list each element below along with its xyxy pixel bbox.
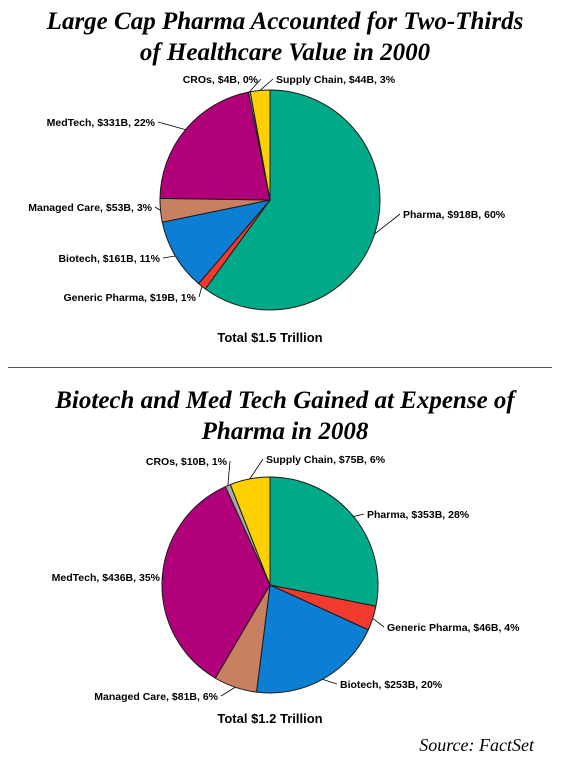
chart-2-leader-managed-care xyxy=(220,686,236,697)
chart-1-label-generic-pharma: Generic Pharma, $19B, 1% xyxy=(64,292,197,304)
chart-2-total-label: Total $1.2 Trillion xyxy=(217,711,322,726)
chart-2-label-managed-care: Managed Care, $81B, 6% xyxy=(94,691,218,703)
chart-1-label-supply-chain: Supply Chain, $44B, 3% xyxy=(276,74,396,86)
chart-1-leader-medtech xyxy=(157,121,186,131)
chart-1-title: Large Cap Pharma Accounted for Two-Third… xyxy=(0,6,570,68)
chart-2-label-supply-chain: Supply Chain, $75B, 6% xyxy=(266,454,386,466)
chart-2-title-line-1: Biotech and Med Tech Gained at Expense o… xyxy=(55,387,515,414)
chart-1-title-line-1: Large Cap Pharma Accounted for Two-Third… xyxy=(46,8,524,35)
chart-1-label-cros: CROs, $4B, 0% xyxy=(183,74,259,86)
chart-2-leader-supply-chain xyxy=(249,458,264,480)
chart-2-label-pharma: Pharma, $353B, 28% xyxy=(367,509,470,521)
chart-1-leader-cros xyxy=(249,78,262,93)
chart-2-title: Biotech and Med Tech Gained at Expense o… xyxy=(0,385,570,447)
chart-2-title-line-2: Pharma in 2008 xyxy=(201,418,369,445)
chart-1-leader-generic-pharma xyxy=(198,286,203,298)
chart-1-label-managed-care: Managed Care, $53B, 3% xyxy=(28,202,152,214)
chart-1-label-medtech: MedTech, $331B, 22% xyxy=(47,117,156,129)
chart-1-leader-managed-care xyxy=(154,206,161,211)
chart-1-leader-supply-chain xyxy=(259,78,274,91)
section-divider xyxy=(8,367,552,368)
chart-2-slice-pharma xyxy=(269,476,379,607)
chart-1-slice-supply-chain xyxy=(249,89,271,201)
chart-2-leader-medtech xyxy=(161,576,164,580)
chart-2-slice-supply-chain xyxy=(229,476,271,586)
chart-2-label-generic-pharma: Generic Pharma, $46B, 4% xyxy=(387,622,520,634)
chart-1-slice-biotech xyxy=(161,199,271,285)
chart-2-leader-generic-pharma xyxy=(372,617,385,628)
chart-1-label-pharma: Pharma, $918B, 60% xyxy=(403,209,506,221)
chart-1-leader-pharma xyxy=(374,213,401,235)
chart-2-leader-cros xyxy=(227,460,231,486)
chart-1-leader-biotech xyxy=(162,255,176,259)
chart-1-label-biotech: Biotech, $161B, 11% xyxy=(58,253,160,265)
chart-2-label-biotech: Biotech, $253B, 20% xyxy=(340,679,443,691)
chart-1-total-label: Total $1.5 Trillion xyxy=(217,330,322,345)
chart-2-label-medtech: MedTech, $436B, 35% xyxy=(52,572,161,584)
chart-2-slice-biotech xyxy=(256,584,369,694)
chart-2-label-cros: CROs, $10B, 1% xyxy=(146,456,228,468)
chart-2-slice-medtech xyxy=(161,486,271,679)
chart-2-leader-pharma xyxy=(353,513,365,517)
chart-2-leader-biotech xyxy=(322,678,338,685)
chart-1-title-line-2: of Healthcare Value in 2000 xyxy=(139,39,431,66)
chart-1-slice-pharma xyxy=(204,89,381,311)
source-note: Source: FactSet xyxy=(419,735,534,755)
